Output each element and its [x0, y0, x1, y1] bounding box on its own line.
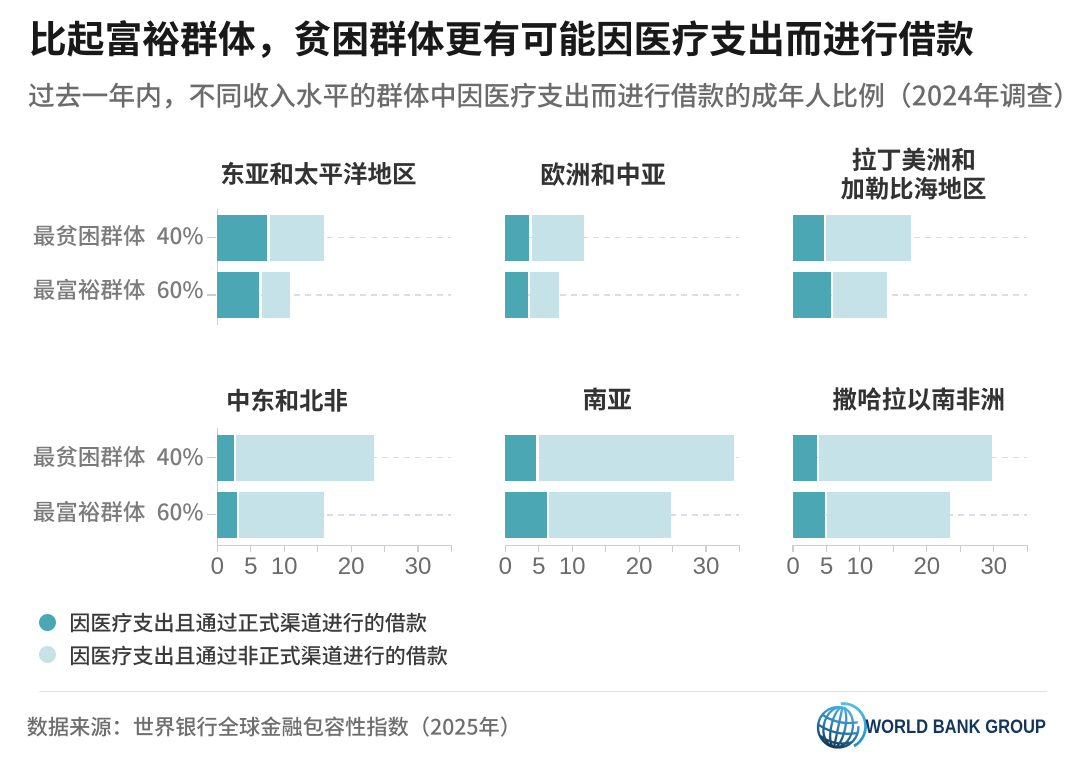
- svg-text:WORLD BANK GROUP: WORLD BANK GROUP: [866, 716, 1047, 738]
